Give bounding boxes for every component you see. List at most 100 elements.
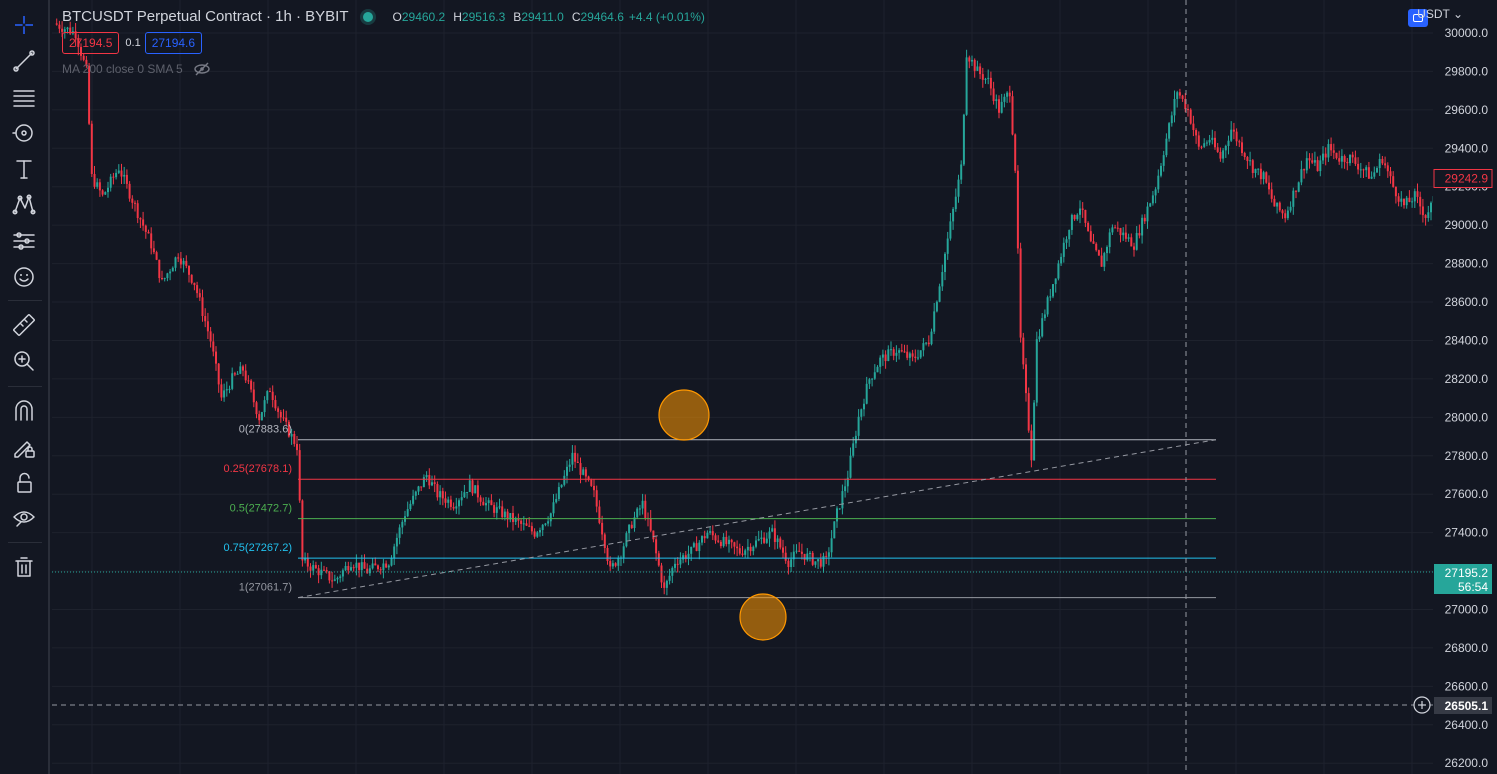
- currency-selector[interactable]: USDT ⌄: [1417, 7, 1463, 21]
- swing-low-marker[interactable]: [739, 593, 787, 641]
- candle-body: [374, 563, 377, 566]
- candle-body: [927, 342, 930, 345]
- candle-body: [976, 66, 979, 71]
- candle-body: [150, 233, 153, 249]
- candle-body: [871, 378, 874, 380]
- candle-body: [306, 557, 309, 567]
- candle-body: [1403, 198, 1405, 206]
- current-price-box: [1433, 168, 1493, 188]
- buy-price-button[interactable]: 27194.6: [144, 32, 203, 54]
- candle-body: [96, 182, 99, 187]
- candle-body: [825, 555, 828, 557]
- sync-button[interactable]: [1408, 9, 1428, 27]
- candle-body: [1222, 150, 1225, 159]
- price-tick-label: 29000.0: [1445, 218, 1489, 232]
- text-tool[interactable]: [7, 154, 41, 184]
- forecast-tool[interactable]: [7, 226, 41, 256]
- candle-body: [1025, 364, 1027, 394]
- symbol-title[interactable]: BTCUSDT Perpetual Contract · 1h · BYBIT: [62, 8, 349, 25]
- ruler-tool[interactable]: [7, 310, 41, 340]
- fib-retracement[interactable]: 0(27883.6) 0.25(27678.1) 0.5(27472.7) 0.75(…: [224, 424, 1217, 599]
- toolbar-separator: [8, 542, 42, 543]
- candle-body: [566, 466, 568, 476]
- candle-body: [1111, 227, 1114, 233]
- candle-body: [88, 65, 91, 124]
- candle-body: [395, 537, 398, 547]
- emoji-tool[interactable]: [7, 262, 41, 292]
- candle-body: [1068, 229, 1071, 240]
- magnet-tool[interactable]: [7, 396, 41, 426]
- candle-body: [1062, 242, 1065, 257]
- crosshair-tool[interactable]: [7, 10, 41, 40]
- trash-tool[interactable]: [7, 552, 41, 582]
- candle-body: [684, 555, 687, 559]
- candle-body: [960, 164, 963, 180]
- candle-body: [806, 553, 809, 560]
- candle-body: [244, 370, 247, 381]
- candle-body: [922, 343, 925, 351]
- candle-body: [350, 567, 352, 571]
- candle-body: [679, 559, 682, 565]
- chart-area[interactable]: 0(27883.6) 0.25(27678.1) 0.5(27472.7) 0.75(…: [52, 0, 1497, 774]
- pattern-tool[interactable]: [7, 190, 41, 220]
- candle-body: [1276, 202, 1279, 207]
- candle-body: [231, 373, 234, 389]
- candle-body: [344, 566, 347, 571]
- trend-line[interactable]: [297, 439, 1217, 599]
- candle-body: [1187, 109, 1189, 111]
- price-tick-label: 27600.0: [1445, 487, 1489, 501]
- price-tick-label: 29800.0: [1445, 64, 1489, 78]
- eye-tool[interactable]: [7, 502, 41, 532]
- crosshair-icon: [15, 16, 33, 34]
- ruler-icon: [13, 314, 35, 336]
- candle-body: [1281, 210, 1284, 214]
- candle-body: [193, 282, 196, 286]
- candle-body: [1035, 339, 1038, 403]
- candle-body: [1106, 247, 1108, 254]
- price-chart[interactable]: 0(27883.6) 0.25(27678.1) 0.5(27472.7) 0.75(…: [52, 0, 1497, 774]
- candle-body: [903, 351, 906, 353]
- candle-body: [725, 536, 728, 545]
- candle-body: [1124, 232, 1127, 239]
- candle-body: [881, 354, 884, 358]
- candle-body: [252, 389, 255, 403]
- candle-body: [420, 486, 423, 488]
- candle-body: [1143, 217, 1146, 222]
- horizontal-lines-tool[interactable]: [7, 82, 41, 112]
- price-axis[interactable]: 30000.029800.029600.029400.029200.029000…: [1433, 0, 1497, 774]
- price-tick-label: 26800.0: [1445, 641, 1489, 655]
- candle-body: [601, 522, 604, 535]
- candle-body: [339, 576, 342, 578]
- sell-price-button[interactable]: 27194.5: [62, 32, 120, 54]
- candle-body: [1141, 217, 1144, 236]
- indicator-label[interactable]: MA 200 close 0 SMA 5: [62, 62, 183, 76]
- swing-high-marker[interactable]: [658, 389, 710, 441]
- candle-body: [857, 416, 860, 436]
- candle-body: [206, 321, 209, 332]
- fib-level-label: 0.25(27678.1): [224, 463, 293, 475]
- candle-body: [971, 59, 973, 62]
- eye-hidden-icon[interactable]: [193, 62, 211, 76]
- candle-body: [846, 477, 849, 487]
- candle-body: [223, 390, 226, 398]
- trend-line-tool[interactable]: [7, 46, 41, 76]
- candle-body: [1362, 169, 1365, 171]
- candle-body: [763, 537, 766, 543]
- candle-body: [80, 46, 82, 56]
- brush-tool[interactable]: [7, 118, 41, 148]
- candle-body: [309, 566, 312, 571]
- candle-body: [1381, 158, 1384, 164]
- candle-body: [109, 176, 112, 188]
- lock-tool[interactable]: [7, 468, 41, 498]
- zoom-in-tool[interactable]: [7, 346, 41, 376]
- candle-body: [314, 565, 317, 569]
- candle-body: [1081, 208, 1084, 210]
- candle-body: [1165, 138, 1168, 156]
- candle-body: [1149, 203, 1152, 207]
- candle-body: [860, 409, 863, 417]
- candle-body: [946, 238, 949, 254]
- candle-body: [830, 538, 833, 553]
- candle-body: [169, 271, 172, 274]
- add-alert-button[interactable]: [1413, 696, 1431, 714]
- lock-pencil-tool[interactable]: [7, 432, 41, 462]
